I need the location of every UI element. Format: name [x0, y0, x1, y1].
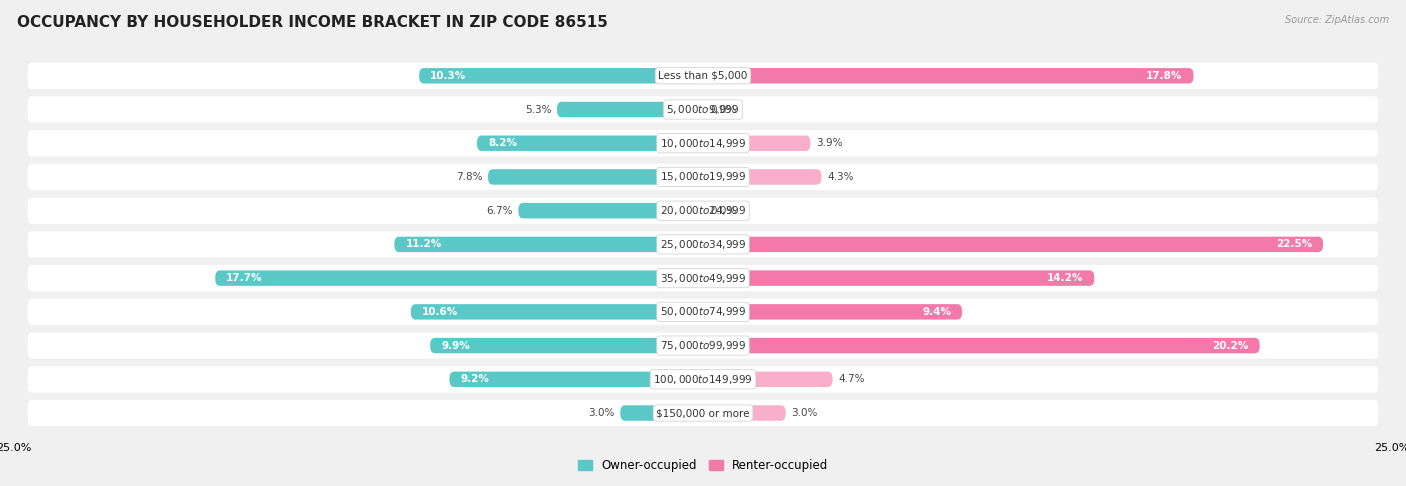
Text: 9.2%: 9.2%	[461, 374, 489, 384]
FancyBboxPatch shape	[703, 338, 1260, 353]
FancyBboxPatch shape	[28, 63, 1378, 89]
Text: $15,000 to $19,999: $15,000 to $19,999	[659, 171, 747, 183]
Text: Less than $5,000: Less than $5,000	[658, 71, 748, 81]
Text: 20.2%: 20.2%	[1212, 341, 1249, 350]
FancyBboxPatch shape	[28, 366, 1378, 393]
Text: 3.0%: 3.0%	[792, 408, 817, 418]
Legend: Owner-occupied, Renter-occupied: Owner-occupied, Renter-occupied	[572, 454, 834, 477]
FancyBboxPatch shape	[557, 102, 703, 117]
Text: Source: ZipAtlas.com: Source: ZipAtlas.com	[1285, 15, 1389, 25]
Text: 17.7%: 17.7%	[226, 273, 263, 283]
FancyBboxPatch shape	[28, 96, 1378, 123]
Text: $150,000 or more: $150,000 or more	[657, 408, 749, 418]
Text: 9.4%: 9.4%	[922, 307, 950, 317]
Text: 11.2%: 11.2%	[405, 240, 441, 249]
FancyBboxPatch shape	[519, 203, 703, 218]
Text: 9.9%: 9.9%	[441, 341, 470, 350]
Text: $25,000 to $34,999: $25,000 to $34,999	[659, 238, 747, 251]
Text: $75,000 to $99,999: $75,000 to $99,999	[659, 339, 747, 352]
FancyBboxPatch shape	[28, 164, 1378, 190]
FancyBboxPatch shape	[28, 130, 1378, 156]
FancyBboxPatch shape	[28, 299, 1378, 325]
FancyBboxPatch shape	[703, 136, 810, 151]
FancyBboxPatch shape	[703, 372, 832, 387]
FancyBboxPatch shape	[430, 338, 703, 353]
Text: 17.8%: 17.8%	[1146, 71, 1182, 81]
FancyBboxPatch shape	[28, 231, 1378, 258]
FancyBboxPatch shape	[477, 136, 703, 151]
FancyBboxPatch shape	[703, 270, 1094, 286]
Text: 7.8%: 7.8%	[456, 172, 482, 182]
FancyBboxPatch shape	[411, 304, 703, 320]
Text: 6.7%: 6.7%	[486, 206, 513, 216]
FancyBboxPatch shape	[450, 372, 703, 387]
FancyBboxPatch shape	[28, 332, 1378, 359]
FancyBboxPatch shape	[703, 405, 786, 421]
Text: $35,000 to $49,999: $35,000 to $49,999	[659, 272, 747, 285]
FancyBboxPatch shape	[703, 304, 962, 320]
FancyBboxPatch shape	[215, 270, 703, 286]
Text: 5.3%: 5.3%	[524, 104, 551, 115]
Text: OCCUPANCY BY HOUSEHOLDER INCOME BRACKET IN ZIP CODE 86515: OCCUPANCY BY HOUSEHOLDER INCOME BRACKET …	[17, 15, 607, 30]
Text: 10.3%: 10.3%	[430, 71, 467, 81]
Text: 3.0%: 3.0%	[589, 408, 614, 418]
FancyBboxPatch shape	[28, 400, 1378, 426]
FancyBboxPatch shape	[703, 68, 1194, 84]
FancyBboxPatch shape	[703, 237, 1323, 252]
Text: 22.5%: 22.5%	[1275, 240, 1312, 249]
Text: 4.7%: 4.7%	[838, 374, 865, 384]
Text: 0.0%: 0.0%	[710, 206, 737, 216]
FancyBboxPatch shape	[620, 405, 703, 421]
Text: $50,000 to $74,999: $50,000 to $74,999	[659, 305, 747, 318]
Text: $10,000 to $14,999: $10,000 to $14,999	[659, 137, 747, 150]
FancyBboxPatch shape	[28, 265, 1378, 291]
FancyBboxPatch shape	[394, 237, 703, 252]
FancyBboxPatch shape	[28, 197, 1378, 224]
Text: $20,000 to $24,999: $20,000 to $24,999	[659, 204, 747, 217]
FancyBboxPatch shape	[703, 169, 821, 185]
FancyBboxPatch shape	[488, 169, 703, 185]
Text: 14.2%: 14.2%	[1047, 273, 1083, 283]
Text: 4.3%: 4.3%	[827, 172, 853, 182]
Text: 3.9%: 3.9%	[815, 138, 842, 148]
Text: $5,000 to $9,999: $5,000 to $9,999	[666, 103, 740, 116]
Text: 8.2%: 8.2%	[488, 138, 517, 148]
Text: 10.6%: 10.6%	[422, 307, 458, 317]
Text: 0.0%: 0.0%	[710, 104, 737, 115]
FancyBboxPatch shape	[419, 68, 703, 84]
Text: $100,000 to $149,999: $100,000 to $149,999	[654, 373, 752, 386]
